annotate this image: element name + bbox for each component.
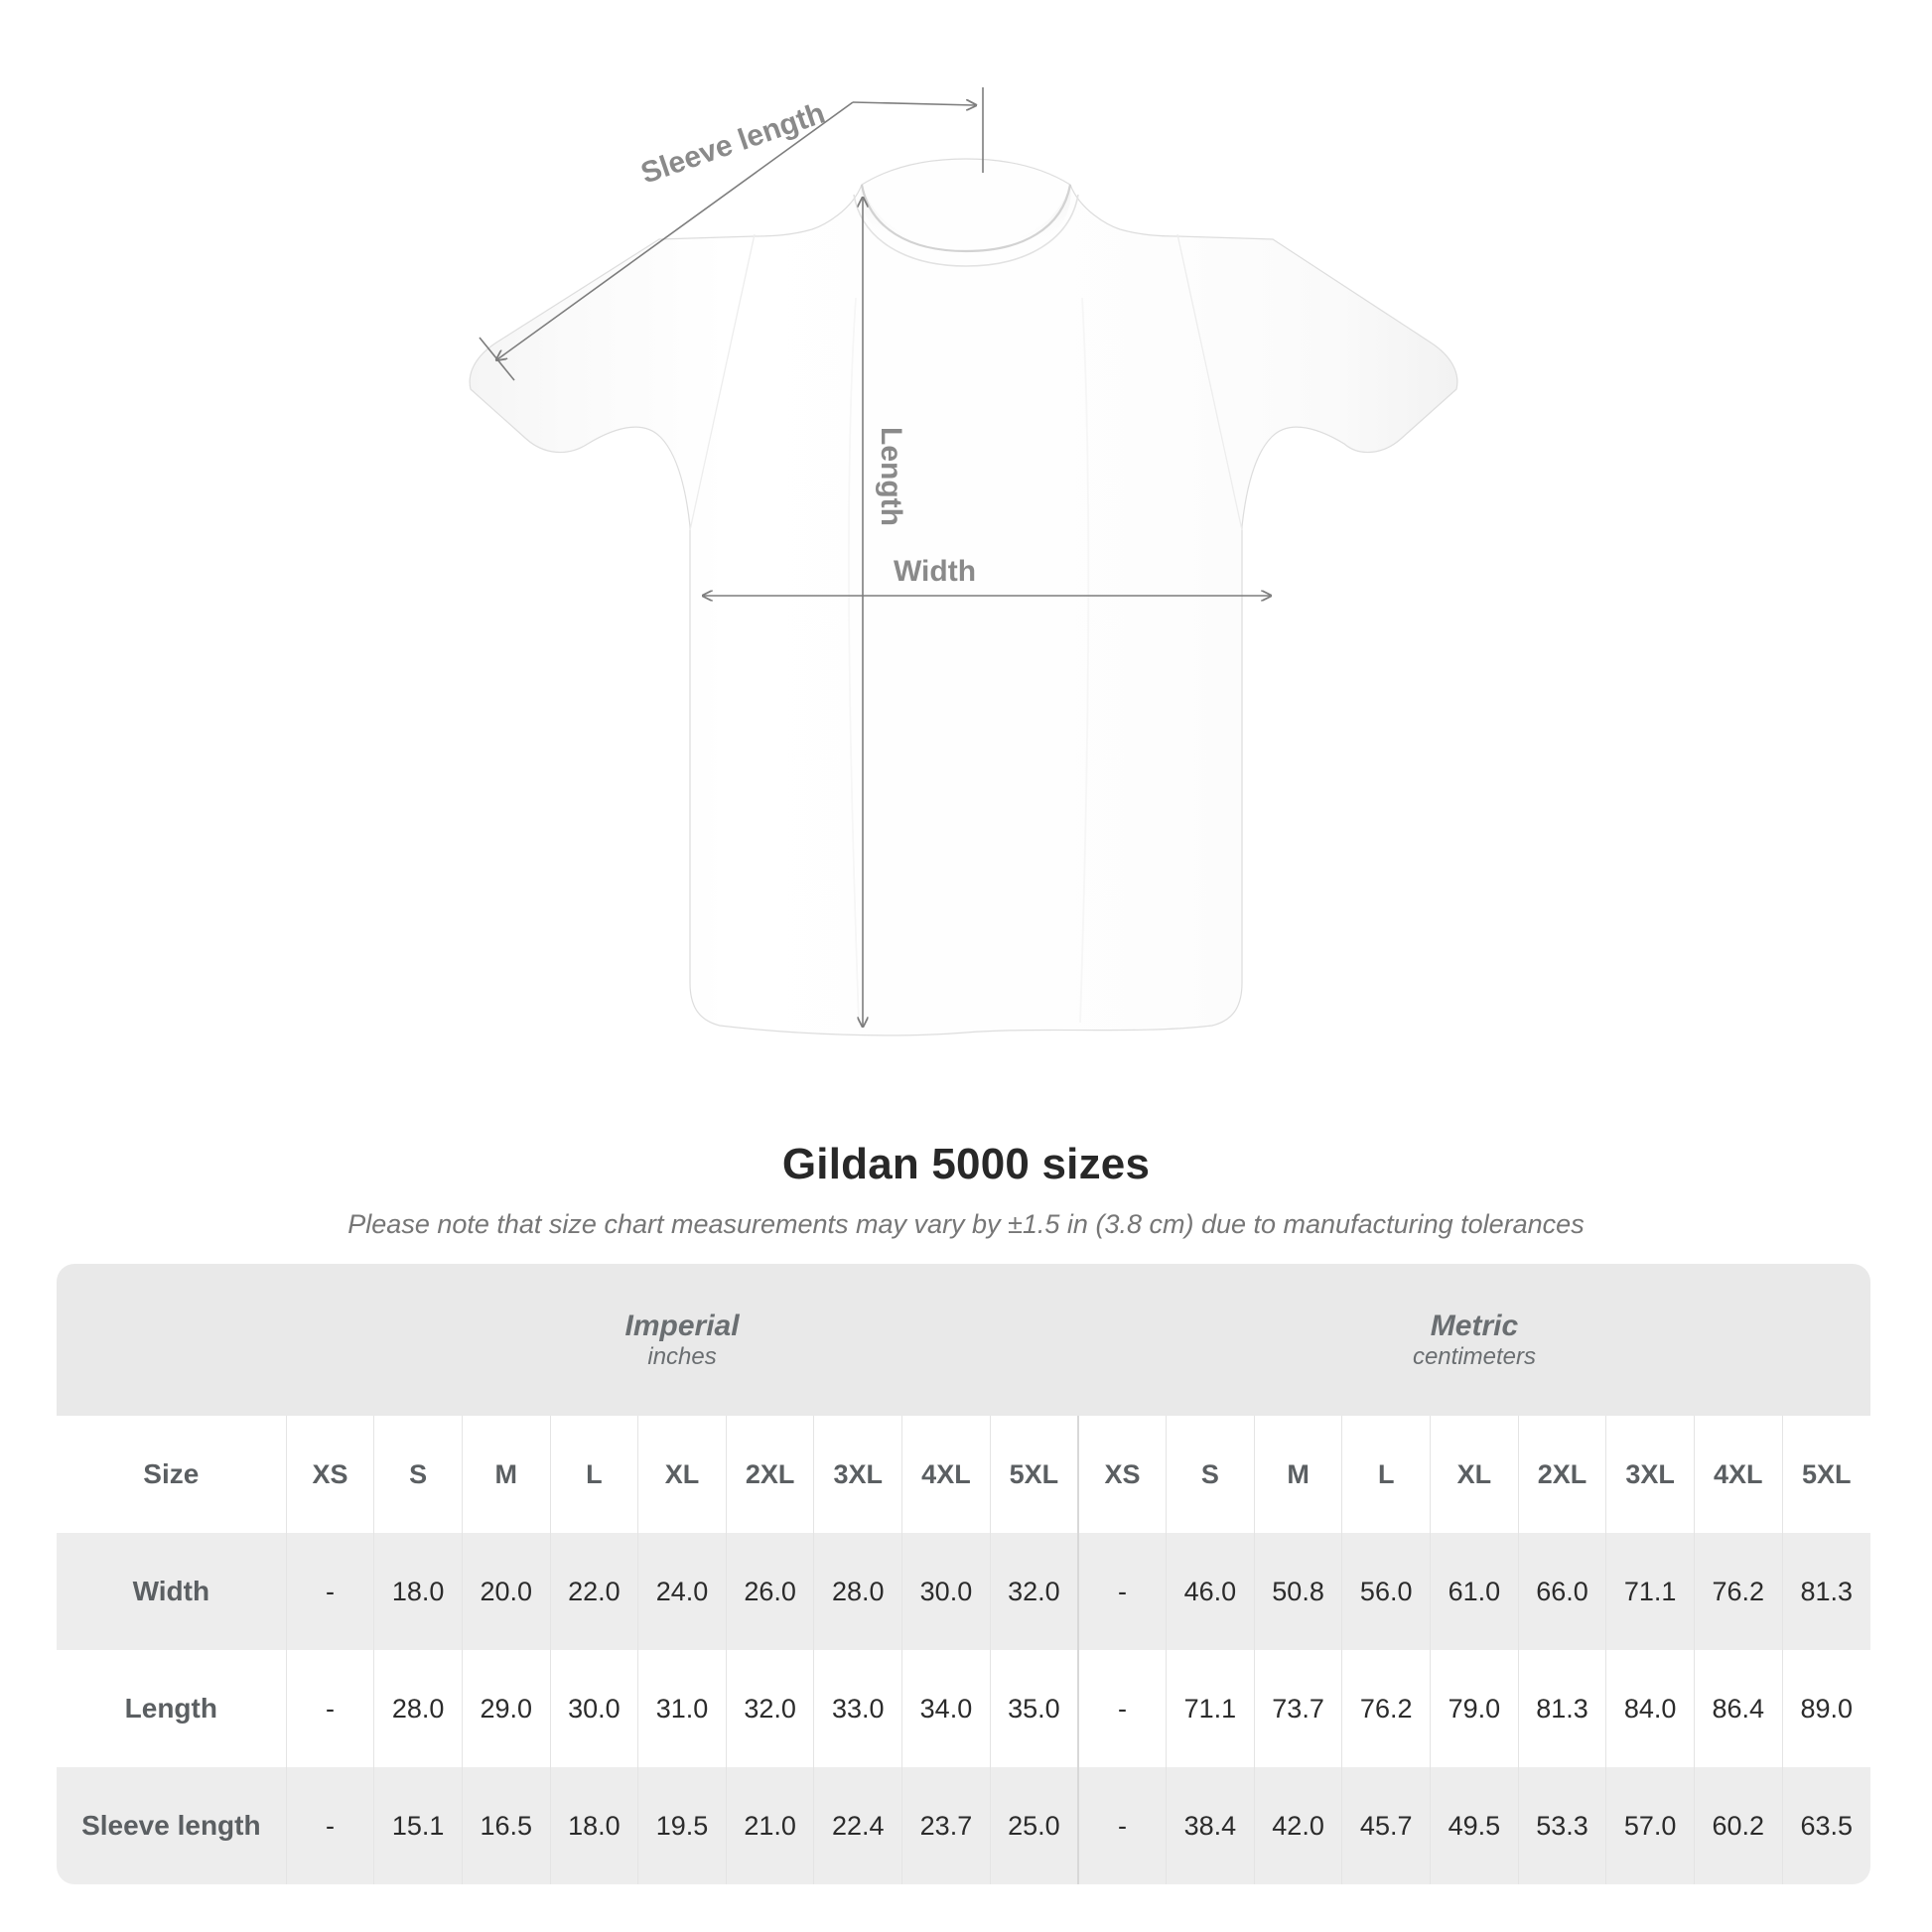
svg-text:Sleeve length: Sleeve length [637,96,830,190]
svg-text:Length: Length [875,427,907,526]
svg-text:Width: Width [894,555,976,588]
